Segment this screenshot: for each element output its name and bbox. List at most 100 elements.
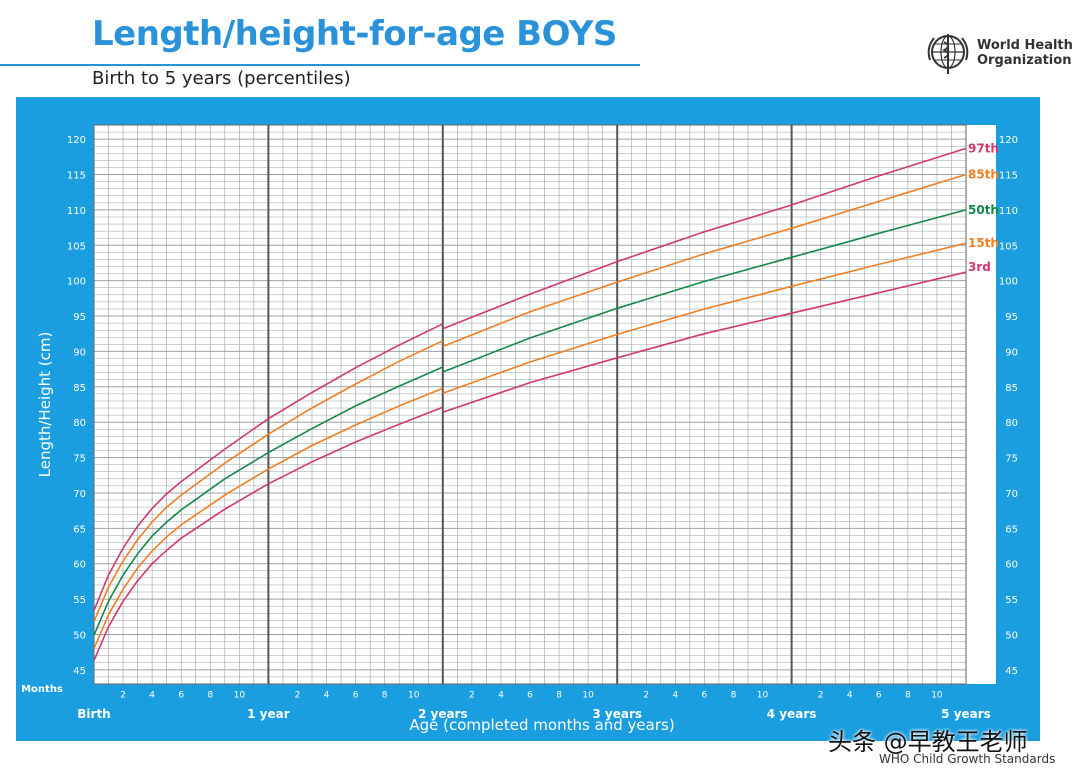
year-tick-label: Birth	[77, 707, 110, 721]
month-tick-label: 2	[643, 691, 649, 701]
curve-3rd	[442, 271, 967, 414]
who-name-line1: World Health	[977, 38, 1073, 53]
month-tick-label: 8	[207, 691, 213, 701]
month-tick-label: 6	[527, 691, 533, 701]
y-tick-label-right: 50	[1005, 630, 1018, 641]
who-name: World Health Organization	[977, 38, 1073, 68]
y-tick-label-right: 90	[1005, 347, 1018, 358]
month-tick-label: 10	[757, 691, 769, 701]
label-3rd: 3rd	[968, 260, 991, 274]
y-tick-label-left: 75	[73, 454, 86, 465]
curve-50th	[442, 209, 967, 373]
y-axis-left: 45 50 55 60 65 70 75 80 85 90 95 100 105 110 115 120	[67, 135, 86, 677]
year-tick-label: 2 years	[418, 707, 468, 721]
curve-97th	[93, 323, 444, 611]
y-tick-label-right: 110	[999, 206, 1018, 217]
y-axis-right: 45 50 55 60 65 70 75 80 85 90 95 100 105 110 115 120	[999, 135, 1018, 677]
chart-subtitle: Birth to 5 years (percentiles)	[92, 68, 351, 89]
watermark: 头条 @早教王老师	[828, 728, 1028, 756]
year-tick-label: 4 years	[767, 707, 817, 721]
month-tick-label: 8	[731, 691, 737, 701]
y-tick-label-left: 85	[73, 383, 86, 394]
month-tick-label: 2	[469, 691, 475, 701]
y-tick-label-right: 65	[1005, 524, 1018, 535]
y-tick-label-left: 115	[67, 171, 86, 182]
month-tick-label: 6	[876, 691, 882, 701]
label-97th: 97th	[968, 141, 999, 155]
month-tick-label: 6	[353, 691, 359, 701]
y-tick-label-right: 75	[1005, 454, 1018, 465]
month-tick-label: 6	[178, 691, 184, 701]
year-tick-label: 1 year	[247, 707, 290, 721]
label-15th: 15th	[968, 236, 999, 250]
month-tick-label: 8	[905, 691, 911, 701]
who-name-line2: Organization	[977, 53, 1072, 68]
y-tick-label-left: 45	[73, 666, 86, 677]
curve-97th	[442, 147, 967, 330]
label-50th: 50th	[968, 203, 999, 217]
y-tick-label-right: 120	[999, 135, 1018, 146]
y-tick-label-left: 120	[67, 135, 86, 146]
percentile-labels: 97th 85th 50th 15th 3rd	[968, 141, 999, 274]
y-tick-label-right: 100	[999, 277, 1018, 288]
curve-15th	[93, 387, 444, 649]
y-tick-label-left: 90	[73, 347, 86, 358]
month-tick-label: 10	[234, 691, 246, 701]
month-tick-label: 4	[324, 691, 330, 701]
percentile-curves	[93, 147, 967, 661]
month-tick-label: 8	[382, 691, 388, 701]
y-tick-label-left: 110	[67, 206, 86, 217]
curve-3rd	[93, 406, 444, 661]
label-85th: 85th	[968, 168, 999, 182]
y-tick-label-left: 70	[73, 489, 86, 500]
month-tick-label: 10	[931, 691, 943, 701]
month-tick-label: 10	[582, 691, 594, 701]
year-divider-lines	[267, 125, 793, 684]
right-label-strip	[966, 125, 996, 684]
plot-border	[93, 124, 967, 685]
plot-area	[94, 125, 996, 684]
y-tick-label-left: 80	[73, 418, 86, 429]
curve-50th	[93, 366, 444, 636]
x-axis-title: Age (completed months and years)	[409, 716, 674, 734]
y-tick-label-right: 95	[1005, 312, 1018, 323]
month-tick-label: 10	[408, 691, 420, 701]
y-tick-label-right: 85	[1005, 383, 1018, 394]
y-tick-label-right: 105	[999, 241, 1018, 252]
y-tick-label-left: 100	[67, 277, 86, 288]
y-tick-label-right: 115	[999, 171, 1018, 182]
month-tick-label: 4	[847, 691, 853, 701]
y-tick-label-left: 55	[73, 595, 86, 606]
curve-85th	[93, 340, 444, 623]
month-tick-label: 4	[672, 691, 678, 701]
y-tick-label-right: 55	[1005, 595, 1018, 606]
y-tick-label-right: 45	[1005, 666, 1018, 677]
month-tick-label: 6	[702, 691, 708, 701]
title-underline	[0, 64, 640, 66]
month-tick-label: 2	[295, 691, 301, 701]
y-axis-title: Length/Height (cm)	[36, 332, 54, 478]
curve-15th	[442, 242, 967, 394]
chart-title: Length/height-for-age BOYS	[92, 14, 617, 54]
who-emblem-icon	[927, 34, 969, 74]
y-tick-label-right: 80	[1005, 418, 1018, 429]
y-tick-label-left: 50	[73, 630, 86, 641]
month-tick-label: 2	[818, 691, 824, 701]
y-tick-label-left: 60	[73, 560, 86, 571]
y-tick-label-left: 65	[73, 524, 86, 535]
y-tick-label-left: 105	[67, 241, 86, 252]
month-tick-label: 4	[498, 691, 504, 701]
month-tick-label: 2	[120, 691, 126, 701]
y-tick-label-right: 60	[1005, 560, 1018, 571]
y-tick-label-right: 70	[1005, 489, 1018, 500]
year-tick-label: 3 years	[592, 707, 642, 721]
month-tick-label: 4	[149, 691, 155, 701]
month-tick-label: 8	[556, 691, 562, 701]
curve-85th	[442, 173, 967, 348]
source-credit: WHO Child Growth Standards	[879, 752, 1056, 766]
year-tick-label: 5 years	[941, 707, 991, 721]
y-tick-label-left: 95	[73, 312, 86, 323]
grid-lines	[93, 124, 996, 685]
months-unit-label: Months	[21, 684, 63, 695]
